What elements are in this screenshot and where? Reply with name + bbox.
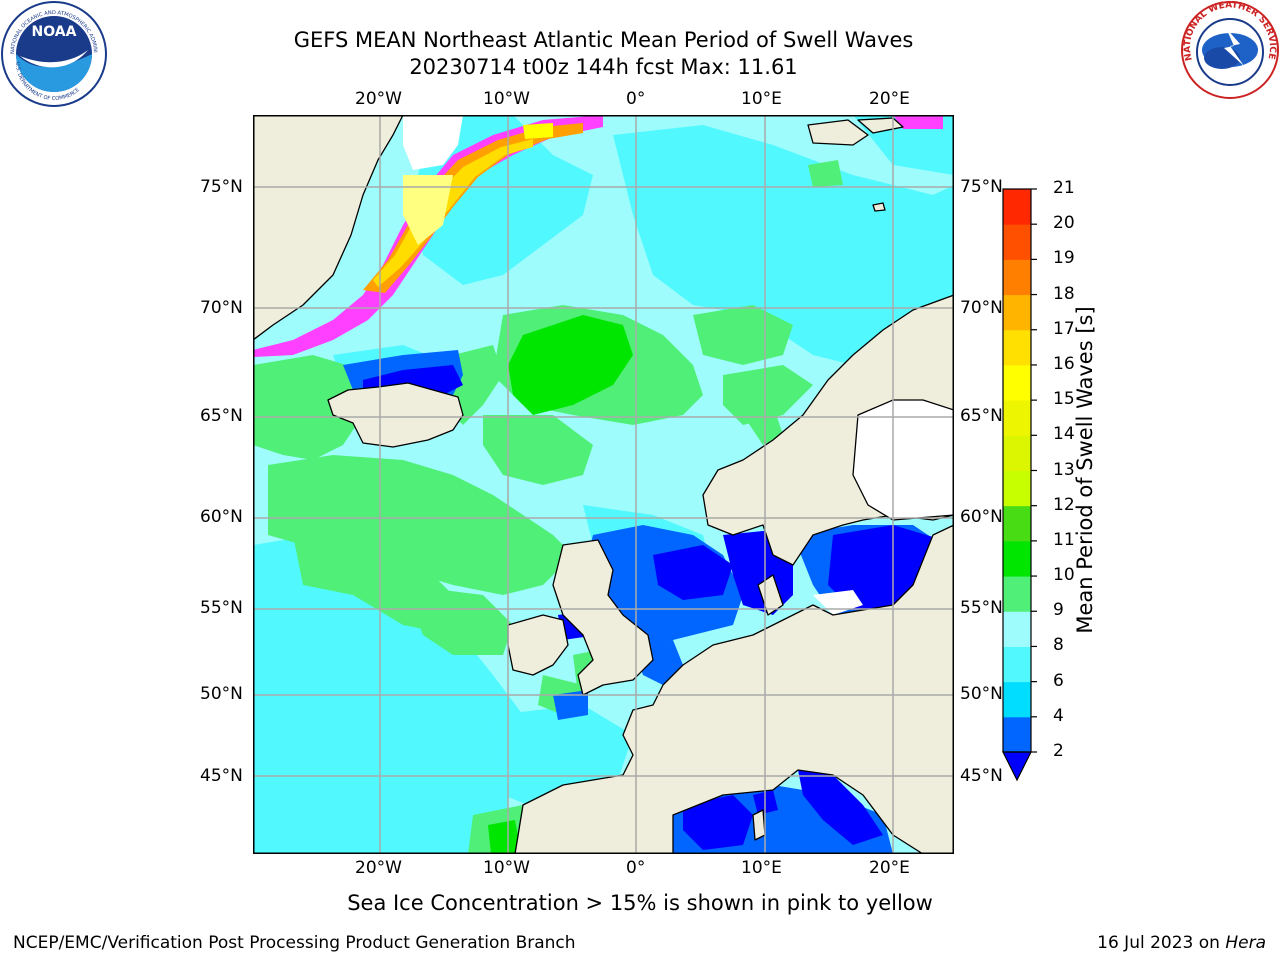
colorbar-tick-label: 6 [1053, 670, 1064, 691]
colorbar-tick-label: 13 [1053, 459, 1075, 480]
colorbar-segment [1003, 716, 1031, 753]
sea-ice-note: Sea Ice Concentration > 15% is shown in … [347, 891, 933, 915]
colorbar-tick-label: 14 [1053, 424, 1075, 445]
colorbar-label: Mean Period of Swell Waves [s] [1073, 306, 1097, 634]
lat-label-right-50n: 50°N [960, 684, 1003, 704]
lon-label-top-10w: 10°W [483, 89, 530, 109]
lat-label-right-55n: 55°N [960, 598, 1003, 618]
noaa-logo-text: NOAA [32, 24, 77, 40]
lat-label-right-45n: 45°N [960, 766, 1003, 786]
lat-label-right-60n: 60°N [960, 507, 1003, 527]
colorbar-tick-label: 2 [1053, 741, 1064, 761]
colorbar-tick-label: 16 [1053, 353, 1075, 374]
swell-10-11s-field [488, 315, 633, 854]
lon-label-bottom-0: 0° [626, 858, 646, 878]
lat-label-left-70n: 70°N [200, 298, 243, 318]
colorbar-segment [1003, 435, 1031, 471]
lon-label-top-0: 0° [626, 89, 646, 109]
colorbar-segment [1003, 364, 1031, 401]
colorbar-under-arrow [1002, 751, 1032, 782]
lat-label-left-45n: 45°N [200, 766, 243, 786]
lon-label-top-20w: 20°W [355, 89, 402, 109]
colorbar [1002, 188, 1037, 782]
greenland-land [253, 115, 404, 341]
svalbard-island-land [857, 117, 904, 134]
colorbar-segment [1003, 505, 1031, 542]
colorbar-segment [1003, 611, 1031, 647]
bear-island-land [872, 202, 886, 212]
lat-label-left-75n: 75°N [200, 177, 243, 197]
lon-label-top-20e: 20°E [869, 89, 910, 109]
lon-label-bottom-10e: 10°E [741, 858, 782, 878]
colorbar-segment [1003, 294, 1031, 331]
corsica-land [752, 809, 766, 841]
colorbar-segment [1003, 681, 1031, 718]
colorbar-segment [1003, 189, 1031, 225]
colorbar-tick-label: 11 [1053, 529, 1075, 550]
footer-credit: NCEP/EMC/Verification Post Processing Pr… [13, 933, 576, 953]
colorbar-tick-label: 18 [1053, 283, 1075, 304]
svalbard-land [807, 119, 869, 146]
colorbar-segment [1003, 224, 1031, 260]
lat-label-left-55n: 55°N [200, 598, 243, 618]
finland-bothnia-area [852, 399, 954, 521]
colorbar-segment [1003, 646, 1031, 683]
colorbar-segment [1003, 470, 1031, 507]
plot-title: GEFS MEAN Northeast Atlantic Mean Period… [293, 28, 914, 52]
colorbar-tick-label: 21 [1053, 178, 1075, 198]
lon-label-top-10e: 10°E [741, 89, 782, 109]
great-britain-land [552, 539, 654, 696]
colorbar-tick-label: 9 [1053, 600, 1064, 621]
lat-label-right-75n: 75°N [960, 177, 1003, 197]
graticule [253, 115, 954, 854]
noaa-logo: NOAA NATIONAL OCEANIC AND ATMOSPHERIC AD… [0, 0, 107, 107]
colorbar-segment [1003, 259, 1031, 296]
colorbar-tick-label: 20 [1053, 213, 1075, 234]
continental-europe-land [514, 524, 954, 854]
map-panel [253, 115, 954, 854]
lat-label-right-70n: 70°N [960, 298, 1003, 318]
colorbar-tick-label: 17 [1053, 318, 1075, 339]
lat-label-left-50n: 50°N [200, 684, 243, 704]
footer-date-text: 16 Jul 2023 on [1097, 933, 1226, 953]
footer-host: Hera [1225, 933, 1266, 953]
sea-ice-band [253, 115, 943, 357]
iceland-land [327, 382, 464, 448]
lat-label-right-65n: 65°N [960, 406, 1003, 426]
lon-label-bottom-10w: 10°W [483, 858, 530, 878]
colorbar-tick-label: 10 [1053, 565, 1075, 586]
ireland-land [507, 614, 569, 676]
colorbar-tick-label: 15 [1053, 389, 1075, 410]
footer-date: 16 Jul 2023 on Hera [1097, 933, 1266, 953]
colorbar-segment [1003, 329, 1031, 366]
lon-label-bottom-20e: 20°E [869, 858, 910, 878]
colorbar-segment [1003, 576, 1031, 612]
colorbar-tick-label: 4 [1053, 705, 1064, 726]
colorbar-tick-label: 19 [1053, 248, 1075, 269]
nws-logo: NATIONAL WEATHER SERVICE [1181, 0, 1279, 99]
colorbar-segment [1003, 400, 1031, 436]
map-frame [253, 115, 954, 854]
lat-label-left-60n: 60°N [200, 507, 243, 527]
colorbar-tick-label: 12 [1053, 494, 1075, 515]
colorbar-tick-label: 8 [1053, 635, 1064, 656]
colorbar-segment [1003, 540, 1031, 577]
lon-label-bottom-20w: 20°W [355, 858, 402, 878]
plot-subtitle: 20230714 t00z 144h fcst Max: 11.61 [409, 55, 798, 79]
lat-label-left-65n: 65°N [200, 406, 243, 426]
